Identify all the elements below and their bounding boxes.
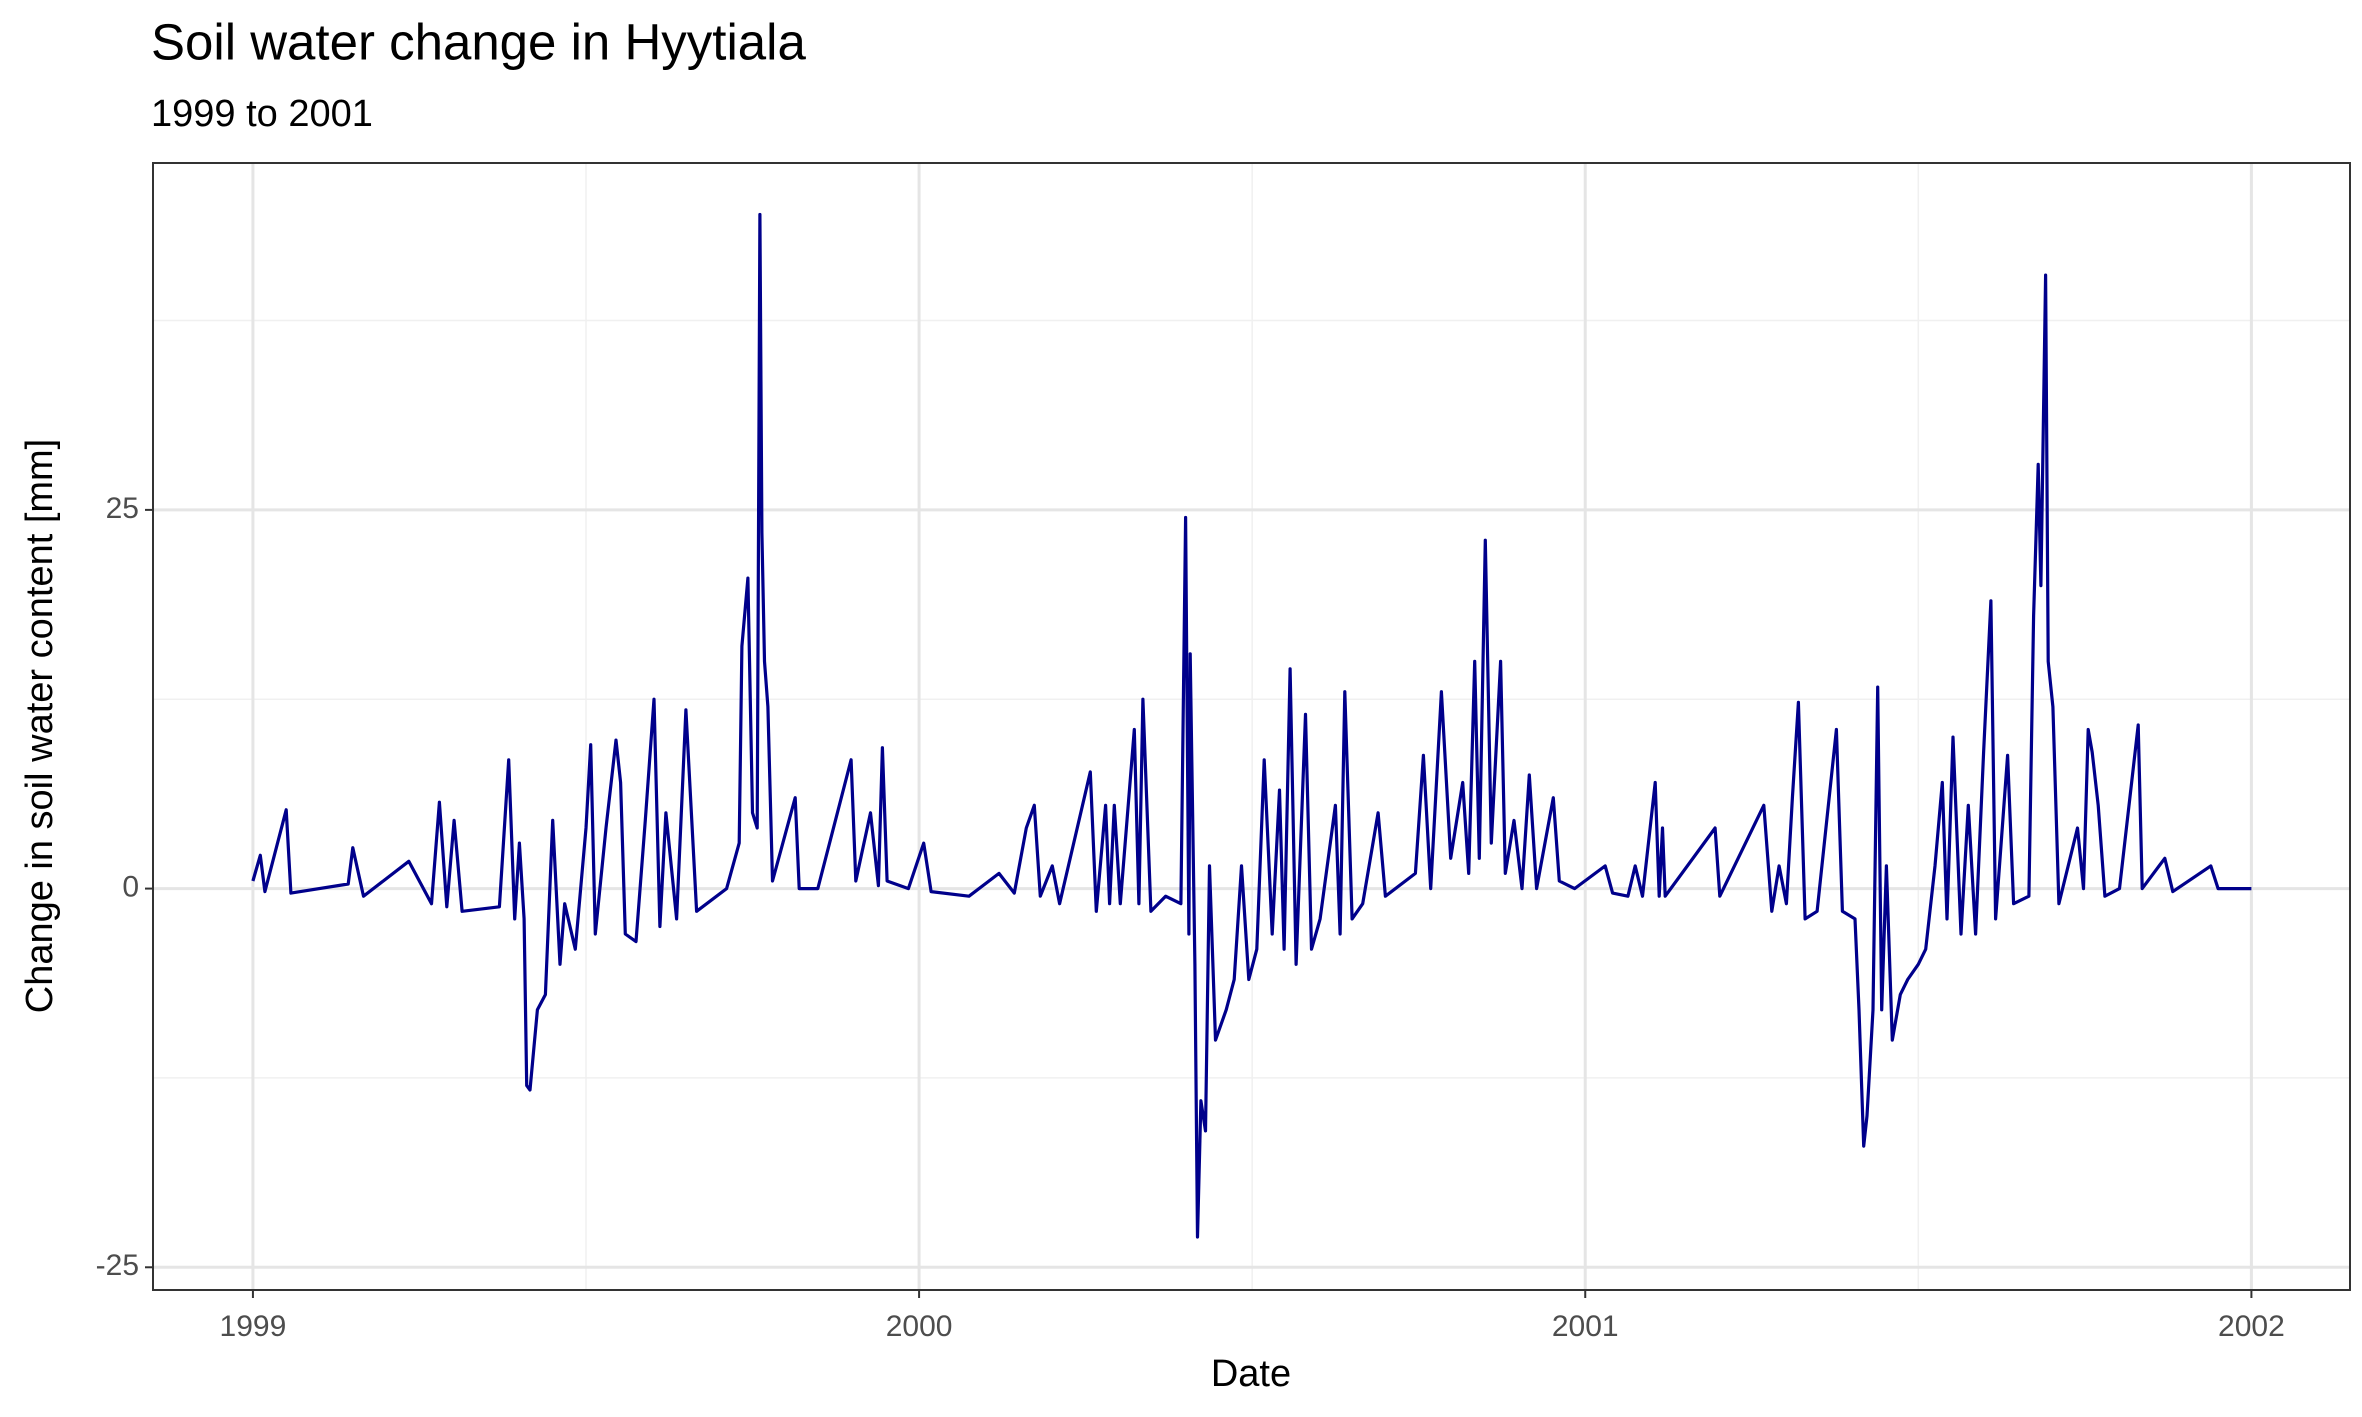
y-tick-label: 25 [106,492,139,525]
x-tick-label: 2002 [2218,1310,2285,1343]
y-tick-label: 0 [122,871,139,904]
x-tick-label: 2001 [1552,1310,1619,1343]
y-tick-label: -25 [96,1249,139,1282]
x-axis-title: Date [1211,1353,1291,1395]
y-axis-title: Change in soil water content [mm] [19,439,61,1014]
series-line [251,212,2252,1239]
chart-subtitle: 1999 to 2001 [151,93,373,135]
x-tick-label: 1999 [220,1310,287,1343]
panel-border [152,162,2351,1291]
chart-title: Soil water change in Hyytiala [151,13,806,70]
x-tick-label: 2000 [886,1310,953,1343]
